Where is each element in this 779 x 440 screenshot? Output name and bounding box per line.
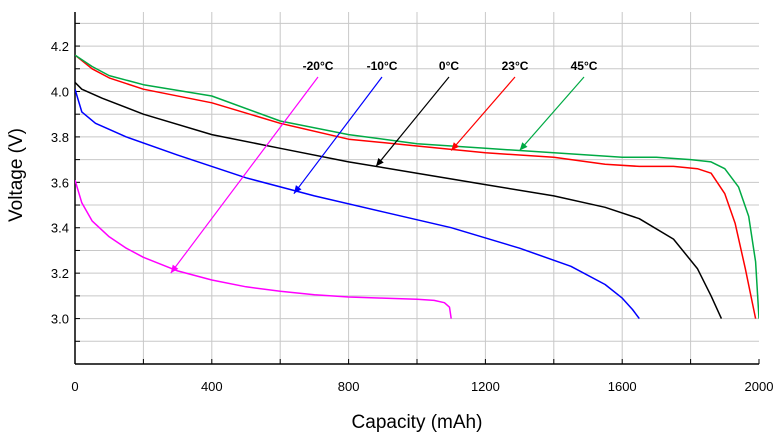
y-axis-label: Voltage (V) [6, 128, 27, 222]
series-annotations: -20°C -10°C 0°C 23°C 45°C [170, 59, 598, 274]
y-tick-label: 3.2 [51, 266, 69, 281]
annotation-label: 23°C [502, 59, 529, 73]
x-axis-label: Capacity (mAh) [352, 412, 483, 433]
annotation-label: 0°C [439, 59, 459, 73]
x-tick-label: 2000 [745, 379, 774, 394]
annotation-arrow-head [375, 158, 384, 167]
y-tick-labels: 3.0 3.2 3.4 3.6 3.8 4.0 4.2 [51, 39, 69, 327]
annotation-arrow-line [293, 76, 383, 195]
series-line [75, 81, 723, 319]
y-tick-label: 4.0 [51, 84, 69, 99]
grid-lines [75, 12, 759, 364]
annotation-arrow-head [519, 142, 528, 151]
x-tick-label: 800 [338, 379, 360, 394]
annotation-label: 45°C [571, 59, 598, 73]
x-tick-label: 400 [201, 379, 223, 394]
x-tick-label: 1200 [471, 379, 500, 394]
annotation-arrow-line [519, 76, 585, 151]
x-tick-label: 1600 [608, 379, 637, 394]
y-tick-label: 4.2 [51, 39, 69, 54]
annotation-label: -20°C [303, 59, 334, 73]
series-lines [75, 54, 759, 320]
y-tick-label: 3.0 [51, 312, 69, 327]
y-tick-label: 3.8 [51, 130, 69, 145]
series-line [75, 88, 640, 320]
x-tick-labels: 0 400 800 1200 1600 2000 [71, 379, 773, 394]
annotation-label: -10°C [367, 59, 398, 73]
y-tick-label: 3.6 [51, 175, 69, 190]
annotation-arrow-line [450, 76, 516, 151]
annotation-arrow-line [170, 76, 319, 274]
series-line [75, 54, 757, 319]
annotation-arrow-line [375, 76, 450, 167]
x-tick-label: 0 [71, 379, 78, 394]
annotation-arrow-head [451, 142, 460, 151]
series-line [75, 54, 759, 319]
axes [74, 12, 760, 365]
annotation-arrow-head [293, 185, 302, 194]
annotation-arrow-head [170, 264, 179, 274]
y-tick-label: 3.4 [51, 221, 69, 236]
series-line [75, 179, 452, 319]
